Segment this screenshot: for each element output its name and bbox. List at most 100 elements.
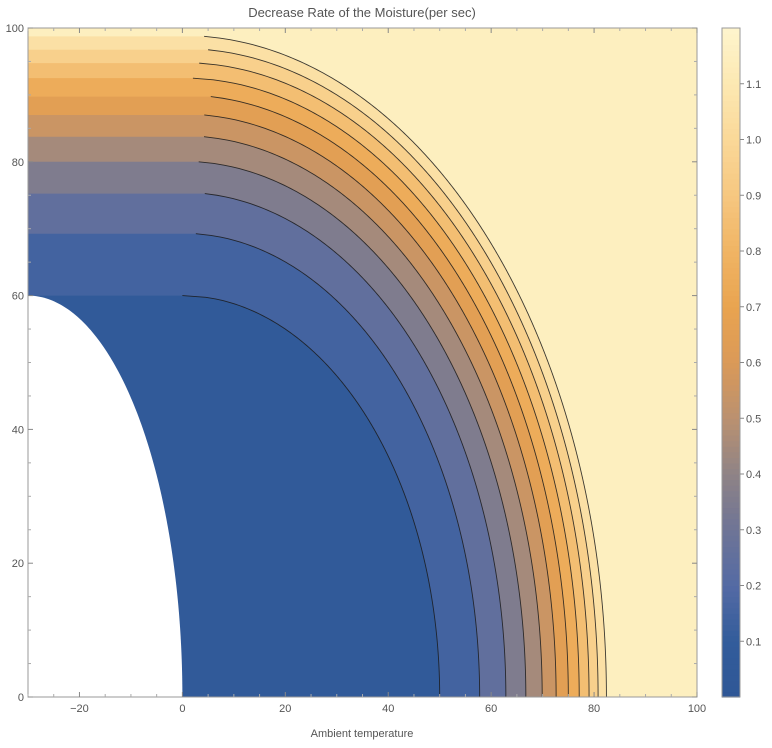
colorbar-segment bbox=[722, 524, 740, 531]
x-tick-label: 60 bbox=[485, 703, 497, 715]
colorbar-segment bbox=[722, 663, 740, 670]
contour-line-1.1 bbox=[204, 35, 607, 697]
colorbar-segment bbox=[722, 434, 740, 442]
colorbar-segment bbox=[722, 206, 740, 213]
colorbar-segment bbox=[722, 39, 740, 46]
colorbar-segment bbox=[722, 379, 740, 386]
colorbar-segment bbox=[722, 652, 740, 659]
colorbar-segment bbox=[722, 429, 740, 436]
colorbar-segment bbox=[722, 468, 740, 475]
colorbar-segment bbox=[722, 568, 740, 575]
colorbar-segment bbox=[722, 474, 740, 481]
colorbar-segment bbox=[722, 228, 740, 235]
colorbar-segment bbox=[722, 546, 740, 553]
colorbar-segment bbox=[722, 574, 740, 581]
colorbar-segment bbox=[722, 384, 740, 391]
colorbar-segment bbox=[722, 323, 740, 330]
colorbar-segment bbox=[722, 513, 740, 520]
colorbar-segment bbox=[722, 596, 740, 603]
colorbar-segment bbox=[722, 50, 740, 57]
colorbar-segment bbox=[722, 518, 740, 525]
colorbar-segment bbox=[722, 496, 740, 503]
colorbar-segment bbox=[722, 624, 740, 631]
y-tick-label: 40 bbox=[12, 424, 24, 436]
contour-line-0.9 bbox=[199, 62, 590, 697]
undefined-region bbox=[28, 295, 183, 697]
colorbar-segment bbox=[722, 189, 740, 196]
colorbar-segment bbox=[722, 312, 740, 319]
colorbar-segment bbox=[722, 184, 740, 191]
colorbar-segment bbox=[722, 674, 740, 681]
contour-line-0.4 bbox=[198, 161, 527, 697]
colorbar-segment bbox=[722, 479, 740, 486]
colorbar-segment bbox=[722, 340, 740, 347]
colorbar-segment bbox=[722, 585, 740, 592]
contour-line-0.3 bbox=[204, 193, 507, 697]
colorbar-segment bbox=[722, 362, 740, 369]
colorbar-segment bbox=[722, 145, 740, 152]
colorbar-segment bbox=[722, 262, 740, 269]
colorbar-segment bbox=[722, 290, 740, 297]
chart-title: Decrease Rate of the Moisture(per sec) bbox=[248, 5, 476, 20]
colorbar-segment bbox=[722, 535, 740, 542]
colorbar-segment bbox=[722, 55, 740, 63]
colorbar-segment bbox=[722, 507, 740, 514]
colorbar-segment bbox=[722, 412, 740, 419]
contour-line-0.7 bbox=[210, 96, 569, 697]
colorbar-segment bbox=[722, 167, 740, 174]
colorbar-segment bbox=[722, 351, 740, 358]
colorbar-segment bbox=[722, 579, 740, 587]
colorbar-segment bbox=[722, 94, 740, 102]
colorbar-segment bbox=[722, 239, 740, 247]
y-tick-label: 80 bbox=[12, 157, 24, 169]
x-tick-label: 80 bbox=[588, 703, 600, 715]
x-axis: −20 0 20 40 60 80 100 bbox=[27, 28, 706, 715]
colorbar-segment bbox=[722, 89, 740, 96]
colorbar-tick-label: 0.6 bbox=[746, 358, 761, 370]
contour-line-0.8 bbox=[192, 77, 580, 697]
colorbar-tick-label: 1.0 bbox=[746, 135, 761, 147]
x-tick-label: 100 bbox=[688, 703, 706, 715]
colorbar: 0.1 0.2 0.3 0.4 0.5 0.6 0.7 0.8 0.9 1.0 1.1 bbox=[721, 27, 761, 698]
colorbar-segment bbox=[722, 329, 740, 336]
colorbar-segment bbox=[722, 301, 740, 308]
colorbar-segment bbox=[722, 172, 740, 180]
contour-line-0.1 bbox=[182, 295, 441, 697]
colorbar-segment bbox=[722, 457, 740, 464]
colorbar-segment bbox=[722, 156, 740, 163]
contour-line-1 bbox=[208, 49, 599, 697]
colorbar-segment bbox=[722, 390, 740, 397]
colorbar-segment bbox=[722, 44, 740, 51]
colorbar-tick-label: 0.3 bbox=[746, 525, 761, 537]
colorbar-segment bbox=[722, 72, 740, 79]
colorbar-segment bbox=[722, 540, 740, 548]
colorbar-segment bbox=[722, 635, 740, 642]
colorbar-segment bbox=[722, 641, 740, 648]
colorbar-segment bbox=[722, 28, 740, 35]
contour-line-0.2 bbox=[195, 233, 481, 697]
colorbar-segment bbox=[722, 106, 740, 113]
colorbar-tick-label: 0.1 bbox=[746, 636, 761, 648]
contour-line-0.5 bbox=[203, 136, 543, 697]
colorbar-segment bbox=[722, 111, 740, 118]
colorbar-tick-label: 0.7 bbox=[746, 302, 761, 314]
colorbar-segment bbox=[722, 178, 740, 185]
colorbar-segment bbox=[722, 223, 740, 230]
y-tick-label: 60 bbox=[12, 291, 24, 303]
contour-lines bbox=[182, 35, 607, 697]
colorbar-segment bbox=[722, 78, 740, 85]
colorbar-tick-label: 0.5 bbox=[746, 413, 761, 425]
colorbar-segment bbox=[722, 33, 740, 40]
colorbar-segment bbox=[722, 557, 740, 564]
colorbar-segment bbox=[722, 345, 740, 352]
colorbar-segment bbox=[722, 669, 740, 676]
colorbar-segment bbox=[722, 150, 740, 157]
colorbar-segment bbox=[722, 334, 740, 341]
colorbar-segment bbox=[722, 100, 740, 107]
y-tick-label: 0 bbox=[18, 692, 24, 704]
colorbar-segment bbox=[722, 401, 740, 408]
colorbar-segment bbox=[722, 552, 740, 559]
colorbar-segment bbox=[722, 501, 740, 509]
x-tick-label: 40 bbox=[382, 703, 394, 715]
